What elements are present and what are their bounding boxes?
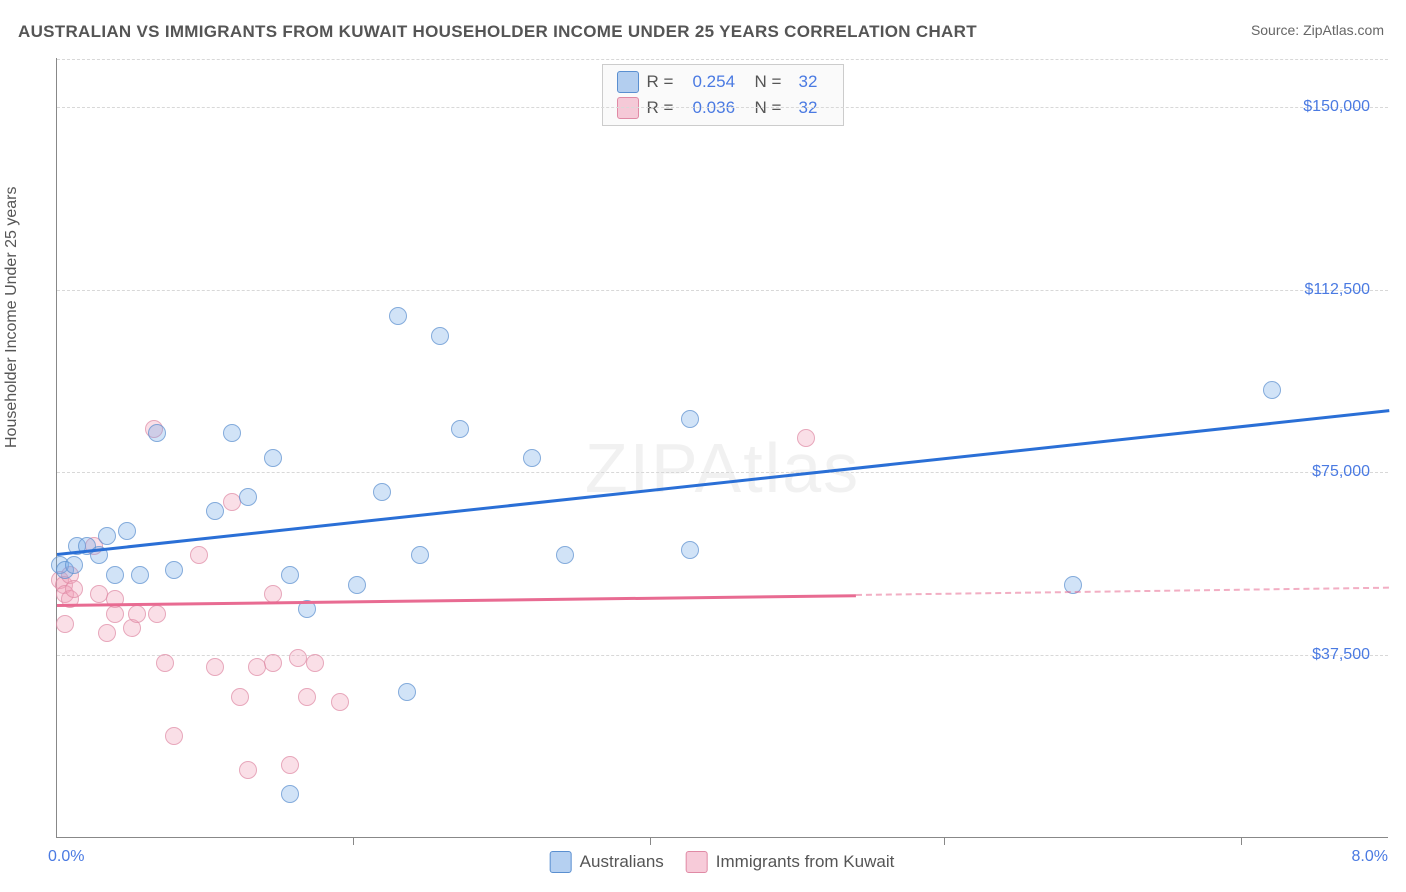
scatter-point: [239, 488, 257, 506]
x-tick: [353, 837, 354, 845]
trend-line: [57, 594, 856, 606]
legend-swatch-australians: [617, 71, 639, 93]
x-tick-label-max: 8.0%: [1352, 848, 1388, 866]
grid-line: [57, 59, 1388, 60]
scatter-point: [206, 658, 224, 676]
source-attribution: Source: ZipAtlas.com: [1251, 22, 1384, 38]
scatter-point: [65, 556, 83, 574]
legend-n-value-b: 32: [799, 98, 829, 118]
scatter-point: [106, 566, 124, 584]
scatter-point: [148, 424, 166, 442]
legend-correlation: R = 0.254 N = 32 R = 0.036 N = 32: [602, 64, 844, 126]
grid-line: [57, 290, 1388, 291]
scatter-point: [306, 654, 324, 672]
scatter-point: [281, 566, 299, 584]
y-tick-label: $112,500: [1304, 281, 1370, 299]
scatter-point: [165, 561, 183, 579]
watermark: ZIPAtlas: [585, 428, 860, 508]
scatter-point: [190, 546, 208, 564]
legend-r-value-a: 0.254: [693, 72, 751, 92]
scatter-point: [223, 493, 241, 511]
y-tick-label: $37,500: [1312, 646, 1370, 664]
x-tick-label-min: 0.0%: [48, 848, 84, 866]
scatter-point: [389, 307, 407, 325]
scatter-point: [681, 410, 699, 428]
scatter-point: [128, 605, 146, 623]
scatter-point: [398, 683, 416, 701]
scatter-point: [65, 580, 83, 598]
scatter-point: [451, 420, 469, 438]
legend-n-label: N =: [755, 72, 795, 92]
x-tick: [944, 837, 945, 845]
scatter-point: [223, 424, 241, 442]
scatter-point: [131, 566, 149, 584]
scatter-point: [1263, 381, 1281, 399]
scatter-point: [118, 522, 136, 540]
scatter-point: [331, 693, 349, 711]
grid-line: [57, 472, 1388, 473]
scatter-point: [231, 688, 249, 706]
legend-label: Immigrants from Kuwait: [716, 852, 895, 872]
chart-container: Householder Income Under 25 years ZIPAtl…: [56, 58, 1388, 838]
scatter-point: [239, 761, 257, 779]
grid-line: [57, 655, 1388, 656]
scatter-point: [156, 654, 174, 672]
scatter-point: [98, 624, 116, 642]
trend-line: [856, 587, 1389, 596]
chart-title: AUSTRALIAN VS IMMIGRANTS FROM KUWAIT HOU…: [18, 22, 977, 42]
legend-series: Australians Immigrants from Kuwait: [550, 851, 895, 873]
y-axis-label: Householder Income Under 25 years: [3, 187, 21, 448]
scatter-point: [56, 615, 74, 633]
scatter-point: [523, 449, 541, 467]
trend-line: [57, 409, 1389, 555]
scatter-point: [681, 541, 699, 559]
legend-swatch-icon: [550, 851, 572, 873]
scatter-point: [264, 449, 282, 467]
legend-r-label: R =: [647, 98, 689, 118]
scatter-point: [281, 756, 299, 774]
plot-area: ZIPAtlas R = 0.254 N = 32 R = 0.036 N = …: [56, 58, 1388, 838]
scatter-point: [348, 576, 366, 594]
scatter-point: [289, 649, 307, 667]
scatter-point: [298, 688, 316, 706]
legend-n-label: N =: [755, 98, 795, 118]
scatter-point: [206, 502, 224, 520]
scatter-point: [148, 605, 166, 623]
scatter-point: [373, 483, 391, 501]
scatter-point: [90, 585, 108, 603]
legend-n-value-a: 32: [799, 72, 829, 92]
scatter-point: [165, 727, 183, 745]
scatter-point: [411, 546, 429, 564]
scatter-point: [797, 429, 815, 447]
scatter-point: [106, 605, 124, 623]
scatter-point: [431, 327, 449, 345]
legend-r-label: R =: [647, 72, 689, 92]
legend-label: Australians: [580, 852, 664, 872]
scatter-point: [264, 654, 282, 672]
scatter-point: [281, 785, 299, 803]
legend-r-value-b: 0.036: [693, 98, 751, 118]
legend-swatch-icon: [686, 851, 708, 873]
y-tick-label: $150,000: [1303, 98, 1370, 116]
x-tick: [1241, 837, 1242, 845]
legend-item-australians: Australians: [550, 851, 664, 873]
legend-item-kuwait: Immigrants from Kuwait: [686, 851, 895, 873]
scatter-point: [248, 658, 266, 676]
x-tick: [650, 837, 651, 845]
legend-swatch-kuwait: [617, 97, 639, 119]
scatter-point: [556, 546, 574, 564]
scatter-point: [98, 527, 116, 545]
y-tick-label: $75,000: [1312, 463, 1370, 481]
grid-line: [57, 107, 1388, 108]
